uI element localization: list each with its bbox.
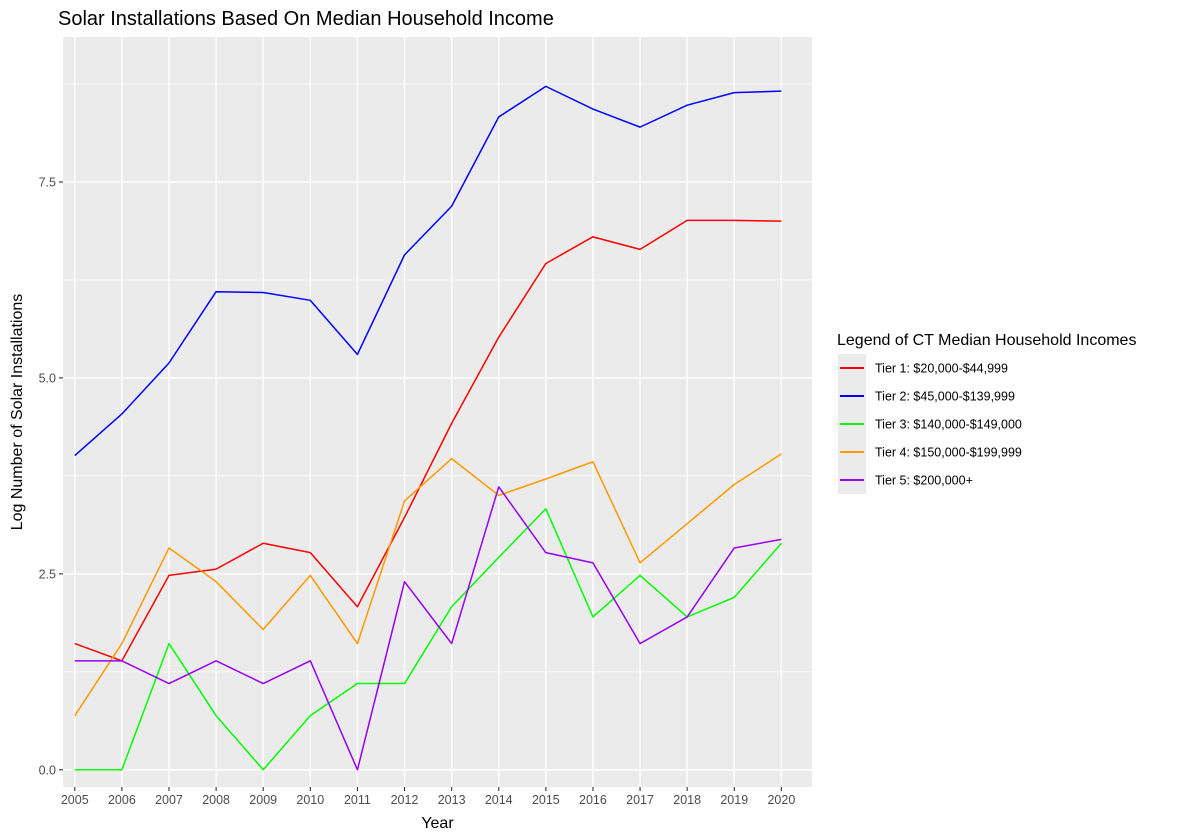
legend-label-tier-3: Tier 3: $140,000-$149,000: [875, 418, 1022, 432]
x-tick-label: 2010: [296, 793, 324, 807]
x-tick-label: 2009: [249, 793, 277, 807]
legend-title: Legend of CT Median Household Incomes: [837, 332, 1136, 349]
x-tick-label: 2006: [108, 793, 136, 807]
x-tick-label: 2017: [626, 793, 654, 807]
y-tick-label: 0.0: [39, 763, 56, 777]
x-tick-label: 2020: [767, 793, 795, 807]
series-lines: [74, 85, 782, 771]
y-tick-label: 7.5: [39, 175, 56, 189]
legend-label-tier-4: Tier 4: $150,000-$199,999: [875, 446, 1022, 460]
x-tick-label: 2008: [202, 793, 230, 807]
x-tick-label: 2014: [485, 793, 513, 807]
y-tick-label: 2.5: [39, 567, 56, 581]
x-axis: 2005 2006 2007 2008 2009 2010 2011 2012 2013 2014…: [61, 787, 795, 807]
series-line-tier-2: [74, 85, 782, 457]
legend-label-tier-1: Tier 1: $20,000-$44,999: [875, 362, 1008, 376]
chart-title: Solar Installations Based On Median Hous…: [58, 8, 554, 30]
plot-panel: [63, 37, 812, 787]
x-tick-label: 2012: [391, 793, 419, 807]
x-tick-label: 2013: [438, 793, 466, 807]
x-tick-label: 2005: [61, 793, 89, 807]
series-line-tier-4: [74, 453, 782, 717]
x-tick-label: 2018: [673, 793, 701, 807]
legend-label-tier-5: Tier 5: $200,000+: [875, 474, 973, 488]
x-tick-label: 2016: [579, 793, 607, 807]
x-tick-label: 2007: [155, 793, 183, 807]
legend-label-tier-2: Tier 2: $45,000-$139,999: [875, 390, 1015, 404]
legend: Legend of CT Median Household Incomes Ti…: [837, 332, 1136, 494]
x-axis-title: Year: [421, 815, 454, 832]
y-axis: 0.0 2.5 5.0 7.5: [39, 175, 63, 777]
series-line-tier-5: [74, 486, 782, 771]
series-line-tier-1: [74, 219, 782, 662]
x-tick-label: 2019: [720, 793, 748, 807]
y-axis-title: Log Number of Solar Installations: [9, 294, 26, 531]
x-tick-label: 2015: [532, 793, 560, 807]
y-tick-label: 5.0: [39, 371, 56, 385]
series-line-tier-3: [74, 508, 782, 771]
x-tick-label: 2011: [344, 793, 371, 807]
